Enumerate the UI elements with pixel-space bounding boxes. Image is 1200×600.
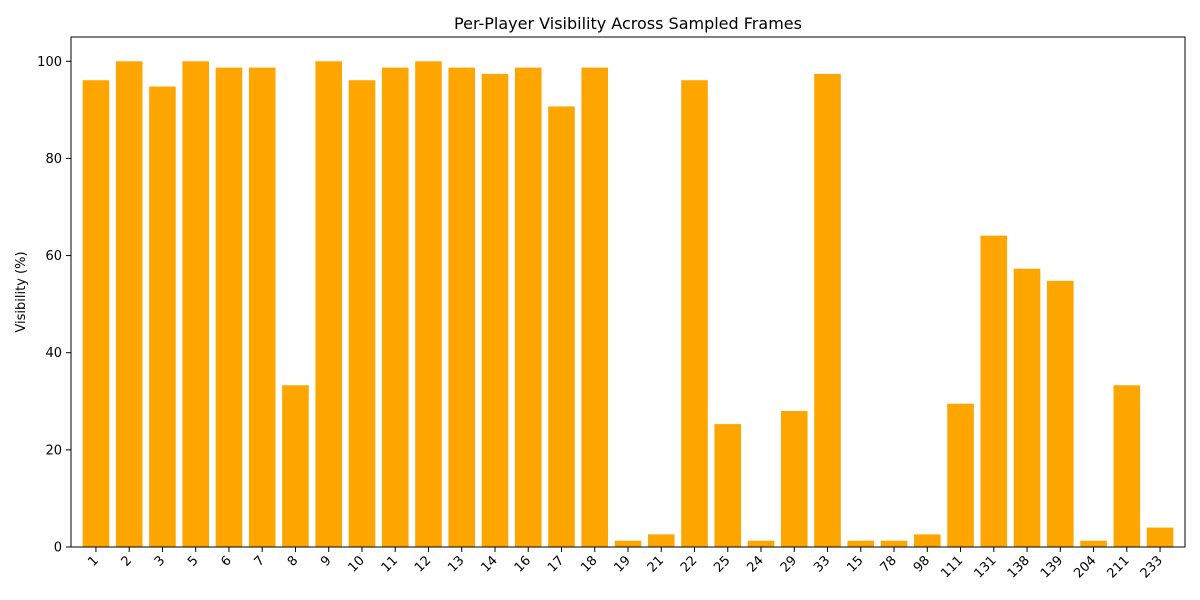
chart-title: Per-Player Visibility Across Sampled Fra… <box>454 14 802 33</box>
x-tick-label: 25 <box>711 553 733 575</box>
bar-player-1 <box>82 80 110 547</box>
y-tick-label: 80 <box>45 152 62 167</box>
bar-player-18 <box>581 67 609 547</box>
bar-player-9 <box>315 61 343 547</box>
bar-player-16 <box>514 67 542 547</box>
x-tick-label: 5 <box>185 553 201 569</box>
x-tick-label: 29 <box>778 553 800 575</box>
y-tick-label: 20 <box>45 443 62 458</box>
x-tick-label: 3 <box>152 553 168 569</box>
x-axis: 1 2 3 5 6 7 8 9 10 11 12 13 14 16 17 18 19 21 22 25 24 29 33 15… <box>85 547 1166 581</box>
x-tick-label: 10 <box>345 553 367 575</box>
y-tick-label: 0 <box>54 541 62 556</box>
bar-player-29 <box>780 411 808 547</box>
bar-player-139 <box>1047 280 1074 547</box>
bar-player-131 <box>980 235 1008 547</box>
x-tick-label: 111 <box>938 553 966 581</box>
x-tick-label: 12 <box>412 553 434 575</box>
bar-player-22 <box>681 80 708 547</box>
x-tick-label: 11 <box>379 553 401 575</box>
y-axis-title: Visibility (%) <box>14 251 29 332</box>
x-tick-label: 1 <box>85 553 101 569</box>
x-tick-label: 33 <box>811 553 833 575</box>
bar-player-17 <box>548 106 575 548</box>
bar-player-3 <box>149 86 176 547</box>
y-axis: 0 20 40 60 80 100 <box>37 55 71 556</box>
x-tick-label: 131 <box>971 553 999 581</box>
x-tick-label: 24 <box>745 553 767 575</box>
bar-player-25 <box>714 424 742 547</box>
bar-player-8 <box>282 385 309 547</box>
bar-player-98 <box>913 534 941 547</box>
x-tick-label: 18 <box>578 553 600 575</box>
bar-player-204 <box>1080 540 1107 547</box>
x-tick-label: 6 <box>218 553 234 569</box>
y-tick-label: 100 <box>37 55 62 70</box>
x-tick-label: 9 <box>318 553 334 569</box>
bar-player-7 <box>248 67 276 547</box>
y-tick-label: 60 <box>45 249 62 264</box>
x-tick-label: 13 <box>445 553 467 575</box>
x-tick-label: 8 <box>285 553 301 569</box>
bar-player-233 <box>1146 527 1174 547</box>
x-tick-label: 2 <box>119 553 135 569</box>
plot-frame <box>70 36 1186 548</box>
x-tick-label: 19 <box>612 553 634 575</box>
bar-player-78 <box>880 540 908 547</box>
bar-player-111 <box>947 403 974 547</box>
bar-player-6 <box>215 67 243 547</box>
x-tick-label: 17 <box>545 553 567 575</box>
x-tick-label: 78 <box>878 553 900 575</box>
bar-player-33 <box>814 73 841 547</box>
y-tick-label: 40 <box>45 346 62 361</box>
x-tick-label: 139 <box>1038 553 1066 581</box>
bar-player-13 <box>448 67 476 547</box>
x-tick-label: 211 <box>1104 553 1132 581</box>
x-tick-label: 7 <box>252 553 268 569</box>
x-tick-label: 21 <box>645 553 667 575</box>
x-tick-label: 22 <box>678 553 700 575</box>
bars-group <box>82 61 1174 548</box>
x-tick-label: 98 <box>911 553 933 575</box>
bar-player-11 <box>381 67 409 547</box>
bar-player-211 <box>1113 385 1141 547</box>
bar-player-15 <box>847 540 875 547</box>
bar-player-12 <box>415 61 442 547</box>
x-tick-label: 204 <box>1071 553 1099 581</box>
bar-player-2 <box>115 61 143 547</box>
bar-player-19 <box>614 540 642 547</box>
x-tick-label: 15 <box>844 553 866 575</box>
bar-player-21 <box>647 534 675 547</box>
bar-player-24 <box>747 540 775 547</box>
x-tick-label: 14 <box>479 553 501 575</box>
bar-player-14 <box>481 73 509 547</box>
bar-player-138 <box>1013 268 1041 547</box>
x-tick-label: 138 <box>1005 553 1033 581</box>
x-tick-label: 233 <box>1138 553 1166 581</box>
x-tick-label: 16 <box>512 553 534 575</box>
bar-player-10 <box>348 80 376 547</box>
bar-player-5 <box>182 61 209 547</box>
